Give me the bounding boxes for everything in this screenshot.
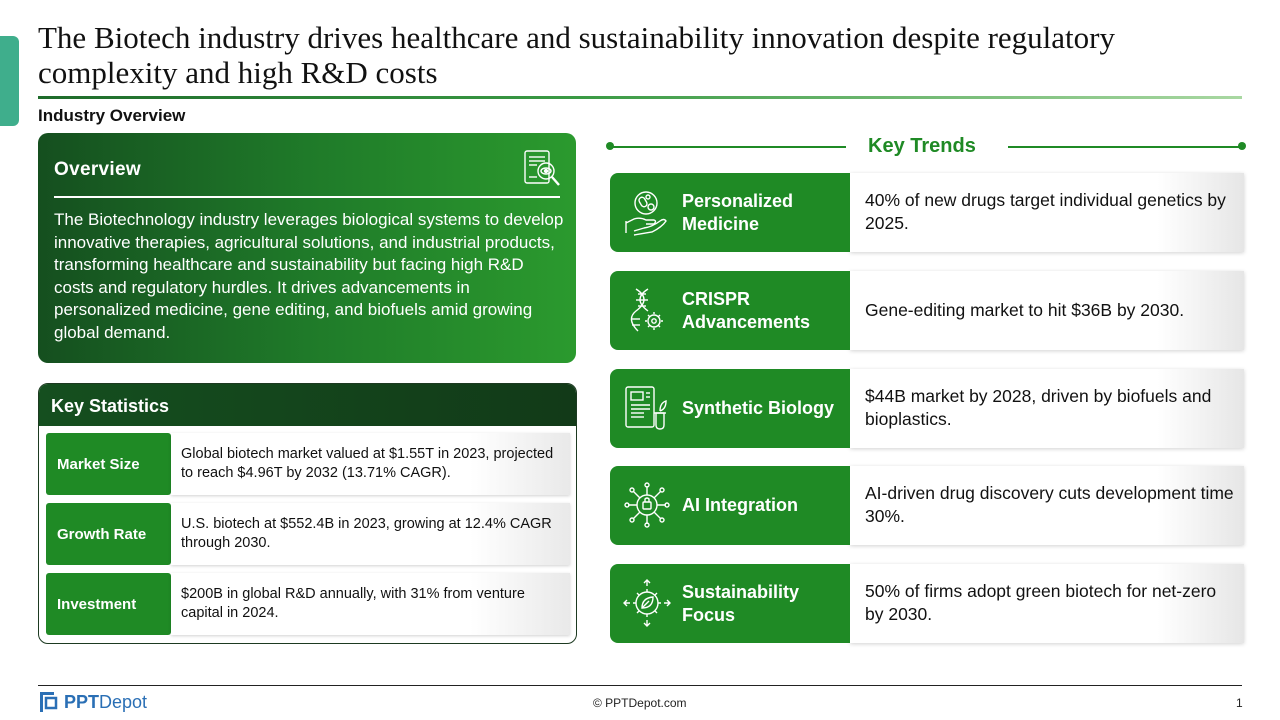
stat-label: Market Size bbox=[46, 433, 171, 495]
trend-label: Sustainability Focus bbox=[682, 581, 800, 625]
stat-label: Growth Rate bbox=[46, 503, 171, 565]
section-subtitle: Industry Overview bbox=[38, 106, 186, 125]
trend-label: AI Integration bbox=[682, 495, 798, 515]
copyright-text: © PPTDepot.com bbox=[593, 696, 687, 710]
trends-line-dot-right bbox=[1238, 142, 1246, 150]
stat-row-investment: Investment $200B in global R&D annually,… bbox=[46, 573, 570, 635]
trend-label-box: Sustainability Focus bbox=[610, 564, 850, 643]
trend-row-synthetic-biology: Synthetic Biology $44B market by 2028, d… bbox=[610, 369, 1244, 448]
stat-text: Global biotech market valued at $1.55T i… bbox=[171, 433, 570, 495]
document-search-icon bbox=[524, 150, 560, 186]
page-title: The Biotech industry drives healthcare a… bbox=[38, 20, 1115, 90]
pptdepot-logo: PPTDepot bbox=[38, 690, 147, 714]
page-number: 1 bbox=[1236, 696, 1243, 710]
stat-row-market-size: Market Size Global biotech market valued… bbox=[46, 433, 570, 495]
trend-label: CRISPR Advancements bbox=[682, 288, 811, 332]
stat-text: U.S. biotech at $552.4B in 2023, growing… bbox=[171, 503, 570, 565]
trends-line-dot-left bbox=[606, 142, 614, 150]
logo-text: PPTDepot bbox=[64, 692, 147, 713]
logo-mark-icon bbox=[40, 692, 58, 712]
trend-text: AI-driven drug discovery cuts developmen… bbox=[850, 466, 1244, 545]
overview-divider bbox=[54, 196, 560, 198]
trend-label-box: Synthetic Biology bbox=[610, 369, 850, 448]
dna-gear-icon bbox=[630, 288, 663, 332]
title-divider bbox=[38, 96, 1242, 99]
overview-heading: Overview bbox=[54, 159, 141, 180]
trend-text: $44B market by 2028, driven by biofuels … bbox=[850, 369, 1244, 448]
stat-label: Investment bbox=[46, 573, 171, 635]
trends-line-right bbox=[1008, 146, 1240, 148]
key-statistics-panel: Key Statistics Market Size Global biotec… bbox=[38, 383, 577, 644]
logo-text-main: PPT bbox=[64, 691, 100, 712]
stat-row-growth-rate: Growth Rate U.S. biotech at $552.4B in 2… bbox=[46, 503, 570, 565]
trend-row-sustainability-focus: Sustainability Focus 50% of firms adopt … bbox=[610, 564, 1244, 643]
footer-divider bbox=[38, 685, 1242, 686]
hand-pills-icon bbox=[625, 191, 667, 236]
trend-row-ai-integration: AI Integration AI-driven drug discovery … bbox=[610, 466, 1244, 545]
key-trends-heading: Key Trends bbox=[868, 135, 976, 157]
overview-text: The Biotechnology industry leverages bio… bbox=[54, 210, 564, 342]
overview-card: Overview The Biotechnology industry leve… bbox=[38, 133, 576, 363]
trend-label: Personalized Medicine bbox=[682, 190, 794, 234]
logo-text-sub: Depot bbox=[99, 691, 148, 712]
lab-report-icon bbox=[625, 386, 667, 430]
trend-text: 50% of firms adopt green biotech for net… bbox=[850, 564, 1244, 643]
trend-text: Gene-editing market to hit $36B by 2030. bbox=[850, 271, 1244, 350]
trend-label-box: CRISPR Advancements bbox=[610, 271, 850, 350]
trend-label: Synthetic Biology bbox=[682, 398, 835, 418]
trend-row-personalized-medicine: Personalized Medicine 40% of new drugs t… bbox=[610, 173, 1244, 252]
key-statistics-heading: Key Statistics bbox=[39, 384, 576, 426]
eco-gear-icon bbox=[623, 579, 671, 627]
side-accent-tab bbox=[0, 36, 19, 126]
ai-chip-icon bbox=[624, 482, 670, 528]
trend-label-box: Personalized Medicine bbox=[610, 173, 850, 252]
trend-text: 40% of new drugs target individual genet… bbox=[850, 173, 1244, 252]
trend-row-crispr: CRISPR Advancements Gene-editing market … bbox=[610, 271, 1244, 350]
trends-line-left bbox=[612, 146, 846, 148]
stat-text: $200B in global R&D annually, with 31% f… bbox=[171, 573, 570, 635]
trend-label-box: AI Integration bbox=[610, 466, 850, 545]
